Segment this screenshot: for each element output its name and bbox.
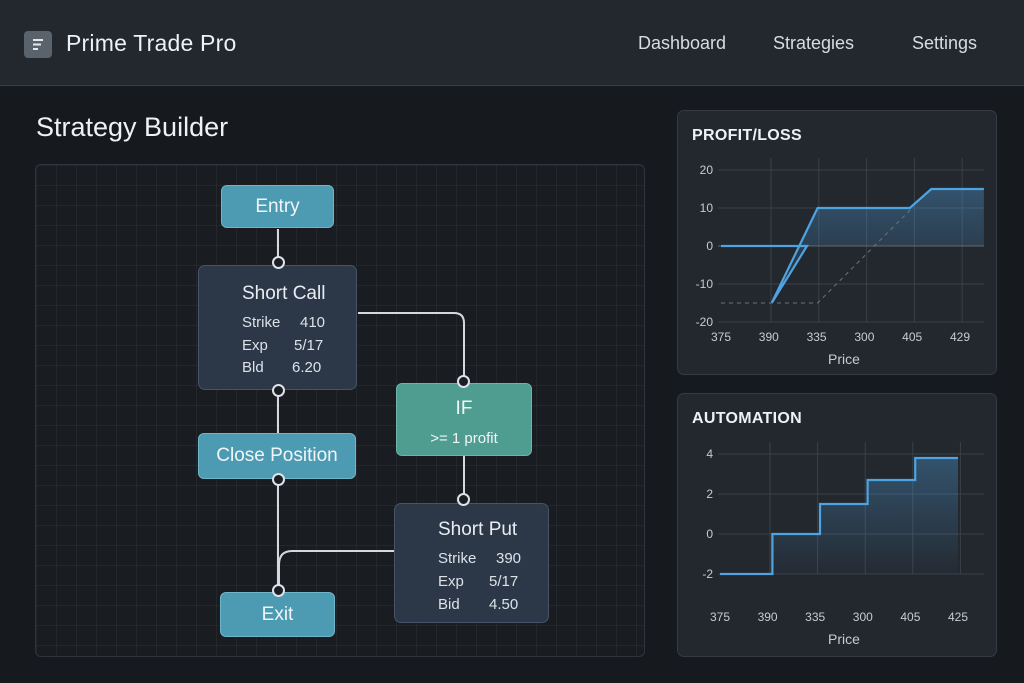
top-bar: Prime Trade Pro Dashboard Strategies Set… [0,0,1024,86]
app-title: Prime Trade Pro [66,30,237,56]
x-tick-label: 300 [853,610,873,624]
nav-dashboard[interactable]: Dashboard [638,33,727,53]
profit-loss-panel: PROFIT/LOSS 20 10 0 -10 -20 375 390 335 300 405 42… [677,110,997,375]
x-tick-label: 335 [807,330,827,344]
short-call-exp-row: Exp 5/17 [242,337,342,355]
short-call-exp-label: Exp [242,337,268,354]
x-tick-label: 300 [854,330,874,344]
series-line-0 [720,456,958,576]
entry-output-port[interactable] [272,256,285,269]
series-line-1 [721,207,913,304]
y-tick-label: -20 [696,315,714,329]
page-title: Strategy Builder [36,112,229,142]
exit-input-port[interactable] [272,584,285,597]
x-tick-label: 429 [950,330,970,344]
y-tick-label: -10 [696,277,714,291]
short-call-node[interactable]: Short Call Strike 410 Exp 5/17 Bld 6.20 [198,265,357,390]
if-condition-text: >= 1 profit [430,430,498,447]
nav-settings[interactable]: Settings [912,33,978,53]
nav-strategies[interactable]: Strategies [773,33,855,53]
short-put-strike-label: Strike [438,550,477,567]
short-call-output-port[interactable] [272,384,285,397]
x-tick-label: 390 [758,610,778,624]
short-put-strike-value: 390 [496,550,522,567]
y-tick-label: -2 [702,567,713,581]
profit-loss-title: PROFIT/LOSS [692,127,802,144]
short-call-bid-row: Bld 6.20 [242,359,342,377]
short-put-exp-label: Exp [438,573,464,590]
short-call-title: Short Call [242,283,326,304]
x-tick-label: 375 [711,330,731,344]
y-tick-label: 10 [700,201,714,215]
short-put-bid-row: Bid 4.50 [438,596,538,614]
short-call-bid-value: 6.20 [292,359,322,376]
short-put-node[interactable]: Short Put Strike 390 Exp 5/17 Bid 4.50 [394,503,549,623]
x-tick-label: 335 [805,610,825,624]
y-tick-label: 2 [706,487,713,501]
short-call-strike-value: 410 [300,314,326,331]
short-call-bid-label: Bld [242,359,264,376]
exit-node[interactable]: Exit [220,592,335,637]
short-put-input-port[interactable] [457,493,470,506]
x-tick-label: 405 [900,610,920,624]
short-put-strike-row: Strike 390 [438,550,538,568]
automation-title: AUTOMATION [692,410,802,427]
automation-chart: 4 2 0 -2 375 390 335 300 405 425 Price [702,442,984,647]
short-call-strike-label: Strike [242,314,281,331]
short-put-exp-row: Exp 5/17 [438,573,538,591]
short-put-bid-value: 4.50 [489,596,519,613]
series-area [720,458,958,574]
menu-lines-icon[interactable] [24,31,52,58]
close-position-output-port[interactable] [272,473,285,486]
x-tick-label: 425 [948,610,968,624]
entry-node[interactable]: Entry [221,185,334,228]
short-put-bid-label: Bid [438,596,460,613]
x-axis-title: Price [828,351,860,367]
wire-shortcall-if [358,312,465,382]
if-condition-node[interactable]: IF >= 1 profit [396,383,532,456]
if-title: IF [455,398,473,419]
short-call-strike-row: Strike 410 [242,314,342,332]
strategy-canvas[interactable]: Entry Short Call Strike 410 Exp 5/17 Bld… [35,164,645,657]
close-position-node[interactable]: Close Position [198,433,356,479]
short-call-exp-value: 5/17 [294,337,324,354]
short-put-title: Short Put [438,519,518,540]
short-put-exp-value: 5/17 [489,573,519,590]
y-tick-label: 20 [700,163,714,177]
series-area [721,189,984,303]
x-tick-label: 405 [902,330,922,344]
if-input-port[interactable] [457,375,470,388]
automation-panel: AUTOMATION 4 2 0 -2 375 390 335 300 405 425 Price [677,393,997,657]
x-tick-label: 375 [710,610,730,624]
series-line-0 [721,187,984,304]
connection-wires [277,229,465,592]
x-tick-label: 390 [759,330,779,344]
y-tick-label: 0 [706,527,713,541]
wire-shortput-exit [278,550,394,592]
x-axis-title: Price [828,631,860,647]
y-tick-label: 0 [706,239,713,253]
y-tick-label: 4 [706,447,713,461]
